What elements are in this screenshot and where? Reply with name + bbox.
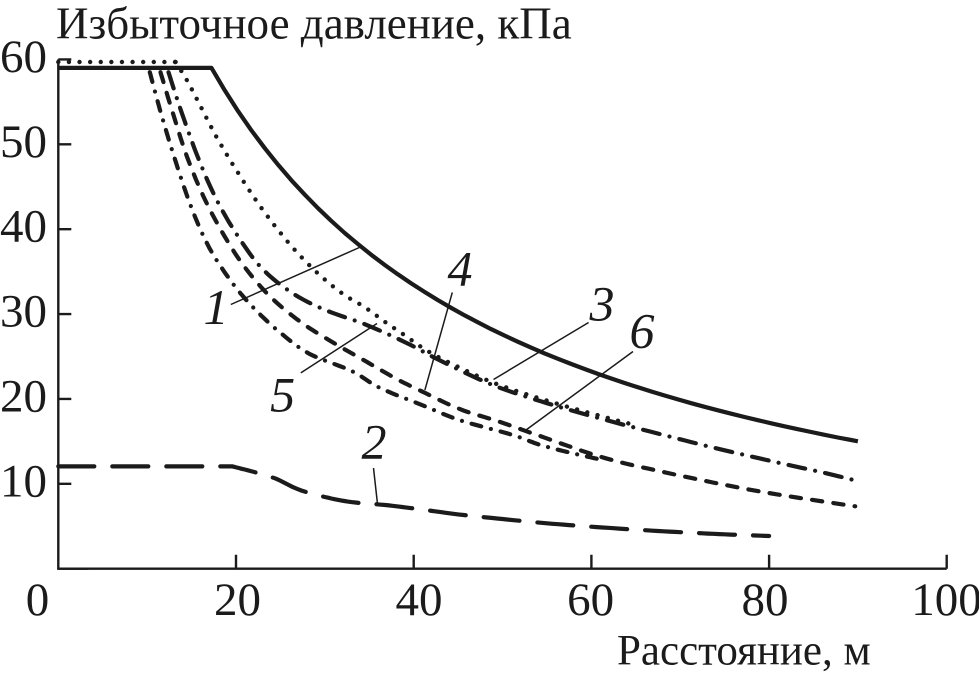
svg-text:80: 80: [742, 574, 789, 626]
svg-text:30: 30: [0, 286, 47, 338]
svg-text:20: 20: [214, 574, 261, 626]
svg-text:Избыточное давление, кПа: Избыточное давление, кПа: [56, 0, 572, 49]
svg-text:40: 40: [0, 201, 47, 253]
svg-text:1: 1: [204, 279, 229, 335]
svg-text:60: 60: [567, 574, 614, 626]
svg-text:4: 4: [448, 241, 473, 297]
svg-text:100: 100: [911, 574, 979, 626]
svg-text:50: 50: [0, 116, 47, 168]
svg-text:6: 6: [630, 303, 655, 359]
svg-text:5: 5: [270, 367, 295, 423]
svg-text:2: 2: [362, 414, 387, 470]
svg-text:0: 0: [26, 574, 50, 626]
svg-text:20: 20: [0, 370, 47, 422]
svg-text:3: 3: [589, 276, 615, 332]
svg-text:Расстояние, м: Расстояние, м: [617, 627, 871, 674]
svg-text:60: 60: [0, 31, 47, 83]
svg-text:40: 40: [396, 574, 443, 626]
svg-text:10: 10: [0, 455, 47, 507]
